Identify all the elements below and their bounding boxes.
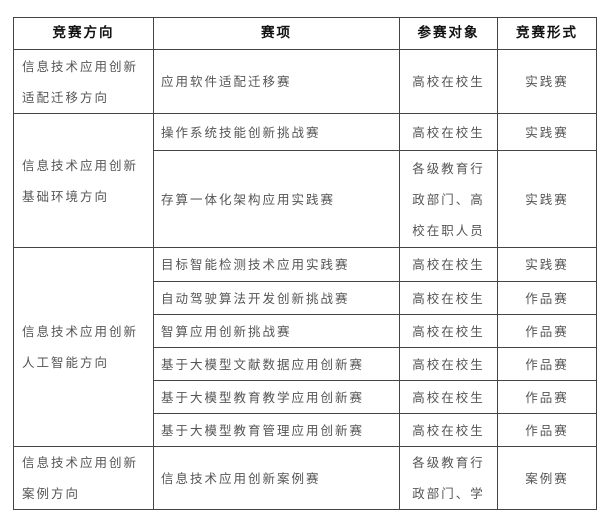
target-line: 高校在校生 [412, 323, 485, 339]
target-line: 政部门、学 [412, 486, 485, 501]
target-line: 高校在校生 [412, 290, 485, 306]
direction-line: 信息技术应用创新 [22, 58, 139, 74]
table-row: 自动驾驶算法开发创新挑战赛 高校在校生 作品赛 [14, 281, 597, 315]
target-line: 高校在校生 [412, 356, 485, 372]
direction-line: 信息技术应用创新 [22, 157, 139, 173]
target-cell: 高校在校生 [399, 49, 498, 114]
direction-cell: 信息技术应用创新 适配迁移方向 [13, 49, 154, 114]
direction-line: 信息技术应用创新 [22, 324, 139, 339]
target-line: 高校在校生 [412, 389, 485, 405]
form-cell: 作品赛 [497, 380, 597, 414]
table-row: 智算应用创新挑战赛 高校在校生 作品赛 [14, 314, 597, 348]
table-row: 基于大模型文献数据应用创新赛 高校在校生 作品赛 [14, 347, 597, 381]
target-cell: 高校在校生 [399, 413, 498, 447]
item-cell: 信息技术应用创新案例赛 [153, 446, 400, 510]
form-cell: 作品赛 [497, 281, 597, 315]
target-cell: 高校在校生 [399, 113, 498, 151]
target-cell: 高校在校生 [399, 380, 498, 414]
target-line: 高校在校生 [412, 124, 485, 140]
form-cell: 实践赛 [497, 49, 597, 114]
form-cell: 作品赛 [497, 347, 597, 381]
table-row: 信息技术应用创新 案例方向 信息技术应用创新案例赛 各级教育行 政部门、学 案例赛 [13, 446, 597, 510]
target-cell: 高校在校生 [399, 247, 498, 282]
item-cell: 存算一体化架构应用实践赛 [153, 150, 400, 248]
form-cell: 作品赛 [497, 314, 597, 348]
target-line: 高校在校生 [412, 422, 485, 438]
table-row: 信息技术应用创新 基础环境方向 操作系统技能创新挑战赛 高校在校生 实践赛 [13, 113, 597, 248]
target-line: 各级教育行 [412, 455, 485, 470]
header-form: 竞赛形式 [497, 17, 597, 50]
target-cell: 各级教育行政部门、学 [399, 446, 498, 510]
target-cell: 各级教育行政部门、高校在职人员 [399, 150, 498, 248]
target-line: 各级教育行 [412, 160, 485, 176]
item-cell: 目标智能检测技术应用实践赛 [153, 247, 400, 282]
item-cell: 基于大模型教育教学应用创新赛 [153, 380, 400, 414]
target-line: 高校在校生 [412, 257, 485, 272]
target-cell: 高校在校生 [399, 347, 498, 381]
direction-line: 适配迁移方向 [22, 89, 110, 105]
direction-line: 信息技术应用创新 [22, 455, 139, 470]
target-line: 校在职人员 [412, 222, 485, 238]
target-line: 高校在校生 [412, 74, 485, 89]
direction-cell: 信息技术应用创新 基础环境方向 [13, 113, 154, 248]
form-cell: 案例赛 [497, 446, 597, 510]
table-row: 基于大模型教育教学应用创新赛 高校在校生 作品赛 [14, 380, 597, 414]
target-line: 政部门、高 [412, 191, 485, 207]
item-cell: 自动驾驶算法开发创新挑战赛 [153, 281, 400, 315]
item-cell: 操作系统技能创新挑战赛 [153, 113, 400, 151]
target-cell: 高校在校生 [399, 281, 498, 315]
form-cell: 实践赛 [497, 150, 597, 248]
header-direction: 竞赛方向 [13, 17, 154, 50]
direction-line: 人工智能方向 [22, 355, 110, 370]
form-cell: 实践赛 [497, 247, 597, 282]
direction-line: 案例方向 [22, 486, 81, 501]
form-cell: 作品赛 [497, 413, 597, 447]
direction-cell: 信息技术应用创新 人工智能方向 [13, 247, 154, 447]
competition-table: 竞赛方向 赛项 参赛对象 竞赛形式 信息技术应用创新 适配迁移方向 应用软件适配迁移… [13, 17, 597, 510]
table-row: 存算一体化架构应用实践赛 各级教育行政部门、高校在职人员 实践赛 [14, 150, 597, 248]
form-cell: 实践赛 [497, 113, 597, 151]
table-row: 基于大模型教育管理应用创新赛 高校在校生 作品赛 [14, 413, 597, 447]
direction-line: 基础环境方向 [22, 188, 110, 204]
header-target: 参赛对象 [399, 17, 498, 50]
item-cell: 基于大模型文献数据应用创新赛 [153, 347, 400, 381]
table-row: 信息技术应用创新 适配迁移方向 应用软件适配迁移赛 高校在校生 实践赛 [13, 49, 597, 114]
direction-cell: 信息技术应用创新 案例方向 [13, 446, 154, 510]
item-cell: 应用软件适配迁移赛 [153, 49, 400, 114]
item-cell: 智算应用创新挑战赛 [153, 314, 400, 348]
header-row: 竞赛方向 赛项 参赛对象 竞赛形式 [13, 17, 597, 50]
table-row: 信息技术应用创新 人工智能方向 目标智能检测技术应用实践赛 高校在校生 实践赛 [13, 247, 597, 447]
target-cell: 高校在校生 [399, 314, 498, 348]
header-item: 赛项 [153, 17, 400, 50]
item-cell: 基于大模型教育管理应用创新赛 [153, 413, 400, 447]
